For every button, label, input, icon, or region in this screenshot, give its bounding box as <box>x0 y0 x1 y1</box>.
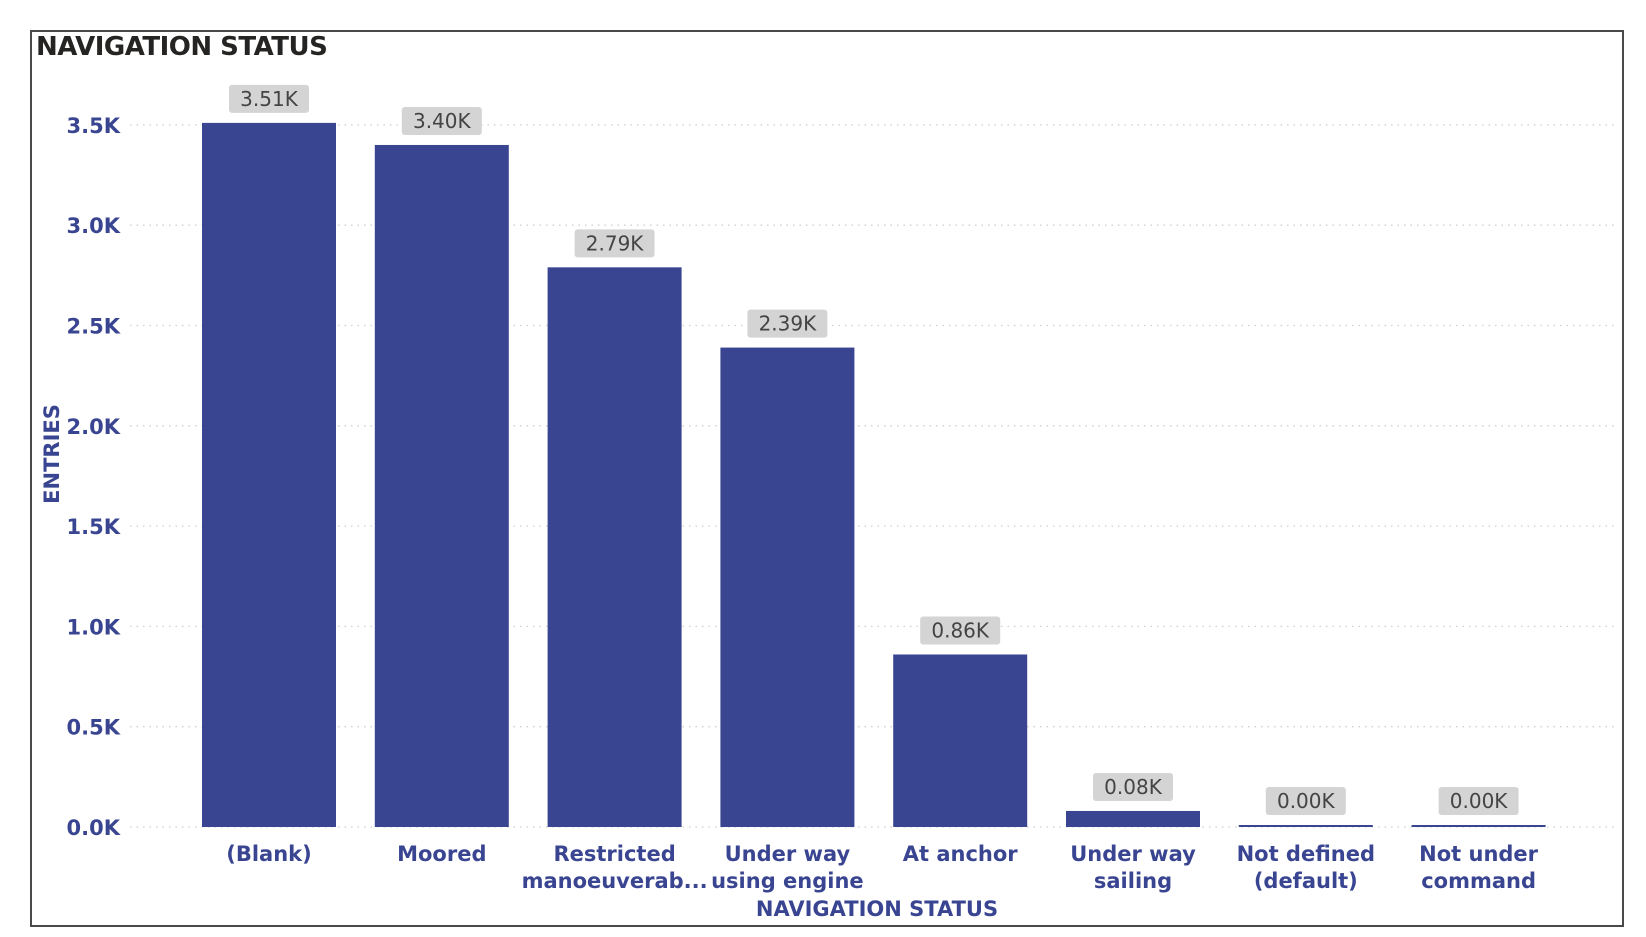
data-label-bg <box>229 84 309 113</box>
data-label-bg <box>747 309 828 338</box>
y-tick-label: 2.0K <box>67 415 121 439</box>
x-tick-label: (default) <box>1254 869 1358 893</box>
y-tick-label: 1.0K <box>67 615 121 639</box>
data-label-bg <box>1438 787 1519 815</box>
y-tick-label: 0.5K <box>67 716 121 740</box>
x-tick-label: Moored <box>397 842 486 866</box>
data-label-bg <box>920 616 1001 645</box>
x-axis-title: NAVIGATION STATUS <box>756 897 998 921</box>
y-tick-label: 3.5K <box>67 114 121 138</box>
bar <box>374 144 509 827</box>
x-tick-label: command <box>1421 869 1536 893</box>
data-label: 3.51K <box>240 87 299 111</box>
data-label: 2.79K <box>586 231 645 255</box>
bar <box>1066 810 1200 827</box>
data-label-bg <box>574 229 655 258</box>
x-tick-label: Not under <box>1419 842 1539 866</box>
bar <box>1411 825 1546 827</box>
y-tick-label: 3.0K <box>67 214 121 238</box>
data-label-bg <box>401 106 482 135</box>
data-label-bg <box>1093 772 1173 801</box>
data-label: 3.40K <box>413 109 472 133</box>
data-label: 0.86K <box>931 618 990 642</box>
x-tick-label: Under way <box>1070 842 1196 866</box>
bar <box>893 654 1028 827</box>
bar <box>1238 825 1373 827</box>
x-tick-label: manoeuverab... <box>522 869 708 893</box>
x-tick-label: (Blank) <box>226 842 312 866</box>
data-label: 2.39K <box>759 312 818 336</box>
data-label: 0.08K <box>1104 775 1163 799</box>
bar <box>720 347 855 827</box>
y-tick-label: 1.5K <box>67 515 121 539</box>
x-tick-label: Under way <box>725 842 851 866</box>
x-tick-label: using engine <box>711 869 864 893</box>
data-label: 0.00K <box>1450 789 1509 813</box>
y-tick-label: 0.0K <box>67 816 121 840</box>
chart-title: NAVIGATION STATUS <box>36 32 328 62</box>
data-label: 0.00K <box>1277 789 1336 813</box>
x-tick-label: Restricted <box>553 842 675 866</box>
bar <box>202 122 336 828</box>
x-tick-label: Not defined <box>1237 842 1375 866</box>
x-tick-label: sailing <box>1094 869 1172 893</box>
bar <box>547 267 682 827</box>
x-tick-label: At anchor <box>903 842 1019 866</box>
data-label-bg <box>1265 787 1346 815</box>
y-axis-title: ENTRIES <box>40 404 64 504</box>
y-tick-label: 2.5K <box>67 315 121 339</box>
